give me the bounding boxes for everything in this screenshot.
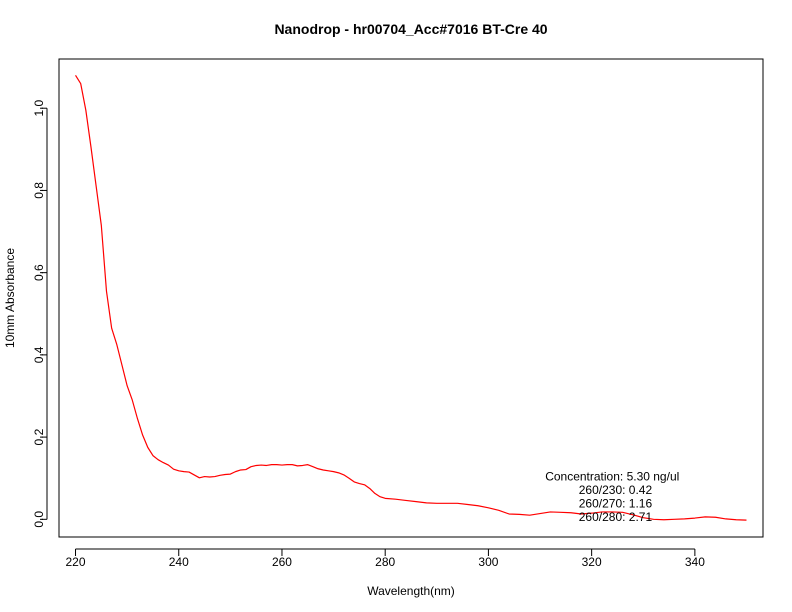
x-tick-label: 240 [169,555,189,569]
annotation-text: 260/230: 0.42 [579,483,653,497]
x-tick-label: 300 [478,555,498,569]
x-tick-label: 340 [685,555,705,569]
x-tick-label: 280 [375,555,395,569]
x-tick-label: 220 [66,555,86,569]
annotation-text: 260/280: 2.71 [579,510,653,524]
x-axis: 220 240 260 280 300 320 340 [66,548,705,569]
y-tick-label: 0.0 [32,511,46,528]
annotation-text: 260/270: 1.16 [579,496,653,510]
x-tick-label: 260 [272,555,292,569]
x-axis-title: Wavelength(nm) [367,584,455,598]
y-tick-label: 0.2 [32,428,46,445]
y-axis: 0.0 0.2 0.4 0.6 0.8 1.0 [32,100,48,528]
annotation-text: Concentration: 5.30 ng/ul [545,470,679,484]
y-tick-label: 0.4 [32,346,46,363]
y-tick-label: 1.0 [32,100,46,117]
y-axis-title: 10mm Absorbance [3,248,17,348]
plot-frame [58,58,764,538]
x-tick-label: 320 [582,555,602,569]
chart-title: Nanodrop - hr00704_Acc#7016 BT-Cre 40 [274,21,547,37]
absorbance-line [75,75,747,521]
y-tick-label: 0.8 [32,182,46,199]
y-tick-label: 0.6 [32,264,46,281]
